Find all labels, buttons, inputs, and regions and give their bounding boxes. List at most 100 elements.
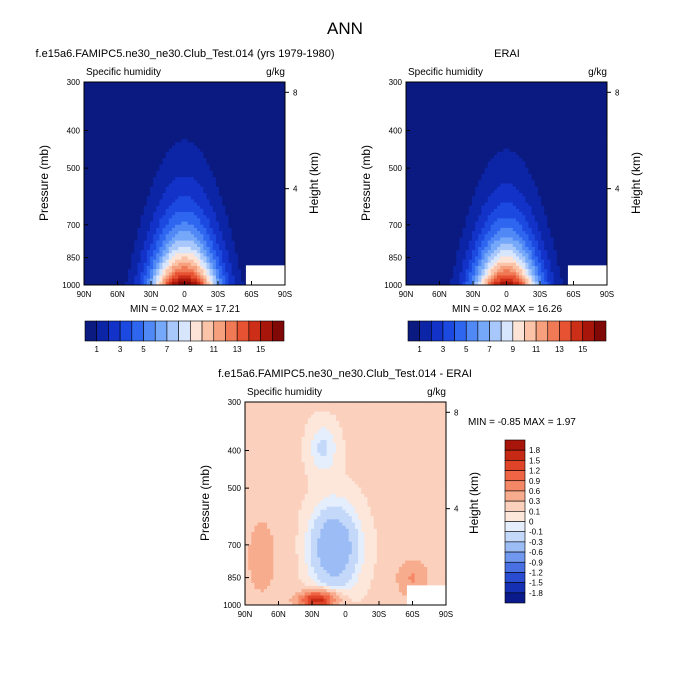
field-cell bbox=[585, 120, 589, 124]
field-cell bbox=[131, 237, 135, 242]
field-cell bbox=[146, 85, 151, 89]
field-cell bbox=[256, 189, 261, 194]
field-cell bbox=[225, 173, 230, 178]
field-cell bbox=[149, 132, 154, 137]
field-cell bbox=[131, 145, 135, 150]
field-cell bbox=[263, 227, 267, 232]
field-cell bbox=[99, 148, 104, 153]
field-cell bbox=[124, 256, 129, 261]
field-cell bbox=[475, 85, 479, 89]
field-cell bbox=[575, 120, 580, 124]
field-cell bbox=[272, 221, 277, 226]
field-cell bbox=[272, 129, 277, 134]
field-cell bbox=[241, 221, 245, 226]
field-cell bbox=[131, 120, 135, 124]
field-cell bbox=[228, 215, 233, 219]
field-cell bbox=[266, 240, 270, 245]
field-cell bbox=[225, 97, 230, 102]
field-cell bbox=[409, 82, 413, 86]
field-cell bbox=[206, 234, 211, 239]
field-cell bbox=[259, 145, 264, 150]
field-cell bbox=[275, 215, 280, 219]
field-cell bbox=[553, 110, 558, 115]
field-cell bbox=[597, 91, 602, 96]
field-cell bbox=[209, 272, 214, 277]
field-cell bbox=[149, 177, 154, 181]
field-cell bbox=[247, 82, 252, 86]
field-cell bbox=[181, 101, 186, 105]
field-cell bbox=[118, 208, 123, 213]
field-cell bbox=[159, 202, 164, 207]
field-cell bbox=[563, 116, 567, 121]
field-cell bbox=[127, 113, 132, 118]
field-cell bbox=[178, 167, 182, 172]
field-cell bbox=[146, 94, 151, 99]
field-cell bbox=[99, 120, 104, 124]
field-cell bbox=[244, 199, 248, 204]
field-cell bbox=[269, 231, 274, 235]
field-cell bbox=[118, 123, 123, 127]
field-cell bbox=[181, 272, 186, 277]
field-cell bbox=[222, 237, 226, 242]
field-cell bbox=[553, 101, 558, 105]
field-cell bbox=[146, 205, 151, 210]
field-cell bbox=[134, 120, 138, 124]
field-cell bbox=[237, 104, 242, 108]
field-cell bbox=[603, 91, 607, 96]
field-cell bbox=[153, 275, 157, 280]
field-cell bbox=[162, 135, 167, 140]
field-cell bbox=[197, 145, 201, 150]
field-cell bbox=[162, 240, 167, 245]
field-cell bbox=[181, 167, 186, 172]
field-cell bbox=[190, 85, 195, 89]
field-cell bbox=[459, 116, 464, 121]
field-cell bbox=[159, 231, 164, 235]
field-cell bbox=[443, 88, 448, 93]
field-cell bbox=[209, 221, 214, 226]
field-cell bbox=[109, 135, 113, 140]
colorbar-label: 1 bbox=[94, 345, 99, 354]
field-cell bbox=[190, 224, 195, 229]
field-cell bbox=[446, 110, 451, 115]
field-cell bbox=[209, 82, 214, 86]
field-cell bbox=[121, 218, 126, 223]
field-cell bbox=[168, 193, 173, 197]
field-cell bbox=[112, 161, 117, 166]
field-cell bbox=[215, 215, 220, 219]
field-cell bbox=[237, 275, 242, 280]
field-cell bbox=[244, 243, 248, 248]
field-cell bbox=[162, 186, 167, 191]
field-cell bbox=[159, 135, 164, 140]
field-cell bbox=[127, 173, 132, 178]
field-cell bbox=[171, 183, 176, 188]
field-cell bbox=[206, 205, 211, 210]
field-cell bbox=[500, 91, 504, 96]
field-cell bbox=[187, 193, 192, 197]
field-cell bbox=[275, 145, 280, 150]
field-cell bbox=[406, 110, 410, 115]
field-cell bbox=[171, 215, 176, 219]
field-cell bbox=[153, 272, 157, 277]
field-cell bbox=[175, 256, 179, 261]
field-cell bbox=[109, 278, 113, 283]
field-cell bbox=[90, 256, 95, 261]
field-cell bbox=[247, 205, 252, 210]
field-cell bbox=[102, 123, 107, 127]
field-cell bbox=[149, 104, 154, 108]
field-cell bbox=[519, 97, 523, 102]
field-cell bbox=[146, 243, 151, 248]
field-cell bbox=[153, 88, 157, 93]
field-cell bbox=[181, 88, 186, 93]
field-cell bbox=[275, 167, 280, 172]
field-cell bbox=[200, 269, 204, 273]
field-cell bbox=[449, 107, 454, 112]
field-cell bbox=[175, 101, 179, 105]
field-cell bbox=[272, 94, 277, 99]
field-cell bbox=[137, 110, 142, 115]
field-cell bbox=[424, 88, 429, 93]
field-cell bbox=[168, 234, 173, 239]
field-cell bbox=[105, 259, 110, 264]
field-cell bbox=[231, 199, 236, 204]
field-cell bbox=[171, 107, 176, 112]
field-cell bbox=[105, 218, 110, 223]
